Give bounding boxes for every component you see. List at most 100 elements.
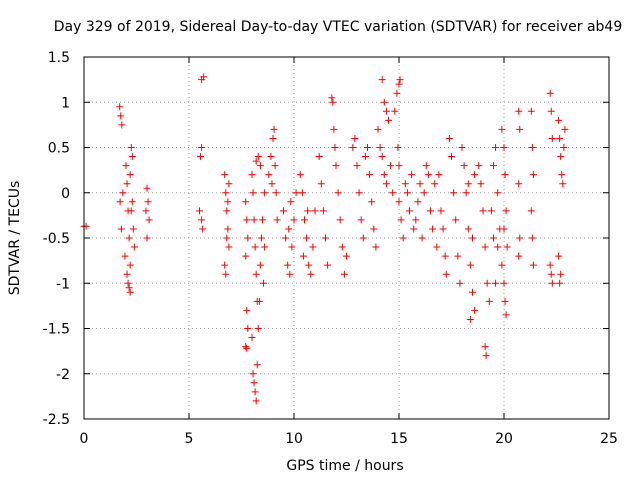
data-point	[529, 171, 537, 179]
data-point	[122, 162, 130, 170]
data-point	[397, 216, 405, 224]
data-point	[433, 243, 441, 251]
data-point	[452, 216, 460, 224]
data-point	[389, 189, 397, 197]
data-point	[408, 171, 416, 179]
data-point	[242, 252, 250, 260]
data-point	[503, 243, 511, 251]
data-point	[282, 234, 290, 242]
data-point	[261, 243, 269, 251]
data-point	[502, 207, 510, 215]
data-point	[299, 252, 307, 260]
data-point	[248, 171, 256, 179]
data-point	[498, 125, 506, 133]
data-point	[396, 76, 404, 84]
data-point	[268, 180, 276, 188]
data-point	[244, 325, 252, 332]
data-point	[284, 261, 292, 269]
data-point	[330, 125, 338, 133]
data-point	[252, 157, 260, 165]
data-point	[255, 297, 263, 305]
data-point	[393, 89, 401, 97]
data-point	[355, 189, 363, 197]
data-point	[429, 225, 437, 233]
data-point	[288, 243, 296, 251]
data-point	[454, 252, 462, 260]
data-point	[225, 243, 233, 251]
data-point	[464, 225, 472, 233]
data-point	[359, 234, 367, 242]
data-point	[223, 207, 231, 215]
data-point	[441, 252, 449, 260]
data-point	[331, 144, 339, 151]
data-point	[272, 189, 280, 197]
data-point	[387, 162, 395, 170]
data-point	[437, 207, 445, 215]
data-points	[80, 73, 569, 405]
data-point	[256, 261, 264, 269]
data-point	[123, 270, 131, 278]
data-point	[269, 134, 277, 142]
data-point	[329, 98, 337, 106]
data-point	[259, 216, 266, 224]
data-point	[368, 198, 376, 206]
data-point	[224, 198, 232, 206]
data-point	[479, 207, 487, 215]
data-point	[561, 125, 569, 133]
x-tick-label: 5	[185, 431, 194, 447]
data-point	[548, 134, 556, 142]
data-point	[286, 270, 294, 278]
x-tick-label: 25	[600, 431, 618, 447]
x-tick-label: 0	[80, 431, 89, 447]
data-point	[500, 279, 508, 287]
data-point	[485, 297, 493, 305]
data-point	[483, 279, 491, 287]
data-point	[242, 343, 250, 351]
data-point	[490, 234, 497, 242]
data-point	[251, 388, 259, 396]
data-point	[394, 144, 402, 151]
data-point	[456, 279, 464, 287]
data-point	[256, 162, 264, 170]
data-point	[273, 216, 281, 224]
data-point	[558, 171, 566, 179]
data-point	[516, 125, 524, 133]
data-point	[464, 180, 472, 188]
data-point	[412, 216, 420, 224]
data-point	[406, 207, 413, 215]
data-point	[500, 225, 508, 233]
data-point	[559, 180, 567, 188]
data-point	[469, 234, 476, 242]
data-point	[198, 144, 206, 151]
data-point	[119, 189, 127, 197]
data-point	[399, 234, 407, 242]
data-point	[298, 189, 306, 197]
data-point	[340, 270, 348, 278]
data-point	[196, 207, 203, 215]
data-point	[376, 144, 384, 151]
y-tick-label: 0	[61, 186, 70, 202]
data-point	[414, 198, 422, 206]
data-point	[343, 252, 350, 260]
data-point	[322, 234, 329, 242]
data-point	[243, 344, 251, 352]
data-point	[126, 261, 134, 269]
data-point	[126, 171, 134, 179]
data-point	[199, 225, 207, 233]
data-point	[307, 270, 315, 278]
data-point	[130, 243, 138, 251]
data-point	[374, 125, 382, 133]
data-point	[198, 216, 206, 224]
data-point	[516, 234, 524, 242]
data-point	[301, 216, 308, 224]
data-point	[315, 153, 323, 161]
data-point	[548, 279, 556, 287]
data-point	[492, 144, 500, 151]
data-point	[370, 225, 378, 233]
data-point	[450, 189, 458, 197]
data-point	[324, 261, 332, 269]
data-point	[117, 112, 125, 120]
data-point	[128, 198, 136, 206]
data-point	[515, 252, 523, 260]
